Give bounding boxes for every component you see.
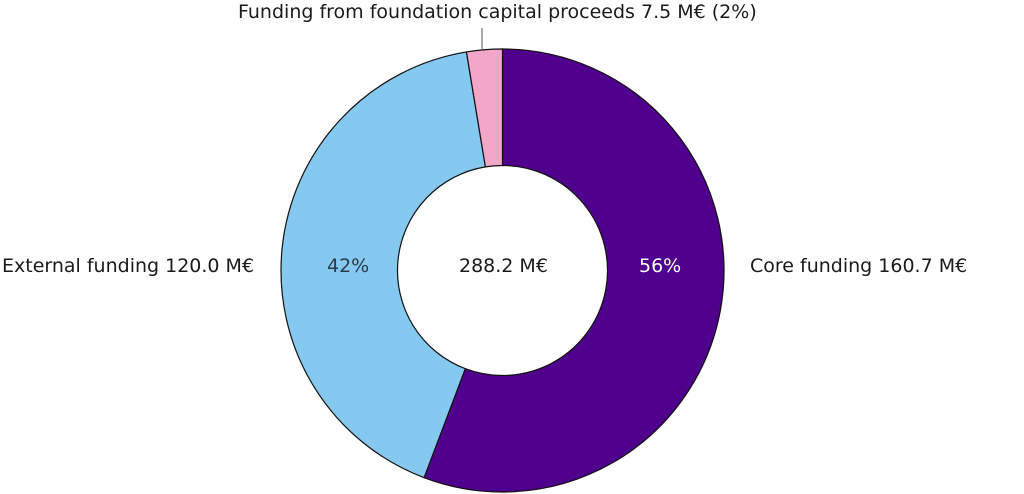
slice-core-funding bbox=[423, 48, 725, 493]
donut-slices bbox=[280, 48, 725, 493]
label-foundation: Funding from foundation capital proceeds… bbox=[238, 1, 757, 23]
slice-funding-from-foundation-capital-proceeds bbox=[465, 48, 504, 168]
pct-external: 42% bbox=[327, 255, 370, 277]
center-total: 288.2 M€ bbox=[459, 255, 548, 277]
label-external: External funding 120.0 M€ bbox=[2, 255, 255, 277]
label-core: Core funding 160.7 M€ bbox=[750, 255, 968, 277]
pct-core: 56% bbox=[639, 255, 682, 277]
slice-external-funding bbox=[280, 51, 487, 479]
